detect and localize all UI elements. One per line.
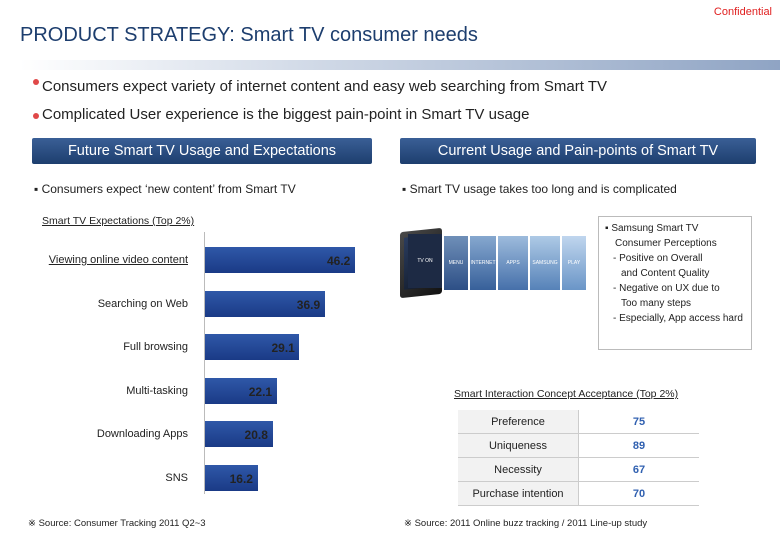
table-cell-value: 75 bbox=[578, 410, 699, 434]
acceptance-table: Preference 75 Uniqueness 89 Necessity 67 Pu… bbox=[458, 410, 699, 506]
bar-value-label: 20.8 bbox=[244, 428, 268, 442]
table-cell-label: Uniqueness bbox=[458, 433, 579, 458]
confidential-label: Confidential bbox=[713, 6, 772, 18]
bar-value-label: 46.2 bbox=[327, 254, 351, 268]
step-label-play: PLAY bbox=[567, 260, 581, 266]
step-label-tv-on: TV ON bbox=[417, 258, 433, 264]
table-cell-label: Purchase intention bbox=[458, 481, 579, 506]
bar bbox=[205, 290, 325, 317]
perception-line-2: and Content Quality bbox=[621, 268, 710, 279]
step-screen-tv-on: TV ON bbox=[408, 234, 442, 288]
step-label-apps: APPS bbox=[506, 260, 520, 266]
perception-title-text: Samsung Smart TV bbox=[611, 223, 699, 234]
bar-category-label: Viewing online video content bbox=[48, 254, 188, 266]
bullet-2: Complicated User experience is the bigge… bbox=[42, 106, 530, 123]
left-panel-header: Future Smart TV Usage and Expectations bbox=[32, 138, 372, 164]
bar-category-label: Multi-tasking bbox=[126, 384, 188, 397]
table-row: Necessity 67 bbox=[458, 457, 699, 482]
right-panel-header: Current Usage and Pain-points of Smart T… bbox=[400, 138, 756, 164]
perception-title-2: Consumer Perceptions bbox=[615, 238, 717, 249]
table-cell-value: 67 bbox=[578, 457, 699, 482]
page-title: PRODUCT STRATEGY: Smart TV consumer need… bbox=[20, 24, 478, 46]
bar-value-label: 36.9 bbox=[296, 297, 321, 312]
bar bbox=[205, 334, 300, 360]
perception-line-5: - Especially, App access hard bbox=[613, 313, 743, 324]
perception-line-1: - Positive on Overall bbox=[613, 253, 703, 264]
right-subtitle-text: Smart TV usage takes too long and is com… bbox=[409, 182, 677, 196]
bar bbox=[205, 464, 258, 491]
bullet-dot-2 bbox=[33, 113, 39, 119]
right-subtitle: ▪ Smart TV usage takes too long and is c… bbox=[402, 182, 677, 196]
consumer-perceptions-box: ▪ Samsung Smart TV Consumer Perceptions … bbox=[598, 216, 752, 350]
right-source-note: ※ Source: 2011 Online buzz tracking / 20… bbox=[404, 518, 648, 529]
step-screen-menu: MENU bbox=[444, 236, 468, 290]
bar bbox=[205, 247, 355, 273]
step-screen-play: PLAY bbox=[562, 236, 586, 290]
chart-title: Smart TV Expectations (Top 2%) bbox=[42, 215, 195, 227]
table-cell-value: 89 bbox=[578, 433, 699, 458]
title-divider bbox=[20, 60, 780, 70]
step-screen-apps: APPS bbox=[498, 236, 528, 290]
table-row: Purchase intention 70 bbox=[458, 481, 699, 506]
bar-category-label: Full browsing bbox=[123, 341, 188, 353]
left-subtitle-text: Consumers expect ‘new content’ from Smar… bbox=[41, 182, 296, 196]
bar-value-label: 29.1 bbox=[271, 341, 295, 355]
bar-category-label: SNS bbox=[165, 471, 188, 484]
bar bbox=[205, 421, 273, 447]
step-screen-samsung: SAMSUNG bbox=[530, 236, 560, 290]
perception-line-3: - Negative on UX due to bbox=[613, 283, 720, 294]
table-cell-value: 70 bbox=[578, 481, 699, 506]
step-label-samsung: SAMSUNG bbox=[532, 260, 558, 266]
table-row: Preference 75 bbox=[458, 410, 699, 434]
step-label-internet-tv: INTERNET TV bbox=[470, 260, 496, 320]
tv-steps-illustration: TV ON MENU INTERNET TV APPS SAMSUNG PLAY bbox=[398, 222, 598, 320]
bar-value-label: 22.1 bbox=[248, 384, 273, 399]
left-subtitle: ▪ Consumers expect ‘new content’ from Sm… bbox=[34, 182, 296, 196]
bar-category-label: Searching on Web bbox=[97, 297, 188, 310]
perception-title: ▪ Samsung Smart TV bbox=[605, 223, 699, 234]
bullet-1: Consumers expect variety of internet con… bbox=[42, 78, 607, 95]
bullet-dot-1 bbox=[33, 79, 39, 85]
bar-value-label: 16.2 bbox=[229, 471, 253, 486]
acceptance-table-title: Smart Interaction Concept Acceptance (To… bbox=[454, 388, 679, 400]
step-screen-internet-tv: INTERNET TV bbox=[470, 236, 496, 320]
table-cell-label: Preference bbox=[458, 410, 579, 434]
table-row: Uniqueness 89 bbox=[458, 433, 699, 458]
bar bbox=[205, 377, 277, 404]
left-source-note: ※ Source: Consumer Tracking 2011 Q2~3 bbox=[28, 518, 206, 529]
bar-category-label: Downloading Apps bbox=[96, 428, 188, 440]
perception-line-4: Too many steps bbox=[621, 298, 692, 309]
chart-axis bbox=[204, 232, 205, 494]
table-cell-label: Necessity bbox=[458, 457, 579, 482]
step-label-menu: MENU bbox=[448, 260, 464, 266]
